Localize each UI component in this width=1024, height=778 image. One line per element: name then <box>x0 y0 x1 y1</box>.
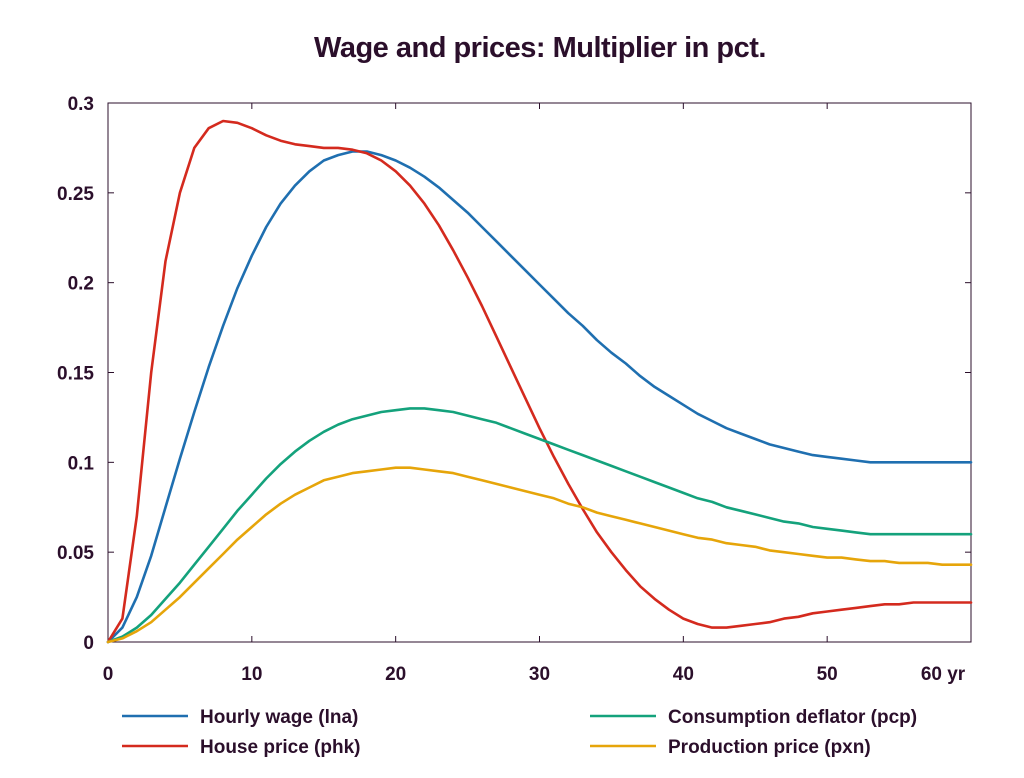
y-tick-label: 0.1 <box>68 453 95 474</box>
x-tick-label: 10 <box>241 664 262 685</box>
series-line-1 <box>106 119 973 644</box>
y-tick-label: 0.3 <box>68 94 94 115</box>
x-tick-label: 20 <box>385 664 406 685</box>
x-tick-label: 40 <box>673 664 694 685</box>
x-axis-tick-labels: 0 10 20 30 40 50 60 yr <box>103 664 966 685</box>
series-line-2 <box>106 407 973 644</box>
y-tick-label: 0.25 <box>57 184 94 205</box>
legend-label-1: House price (phk) <box>200 737 360 758</box>
legend-label-0: Hourly wage (lna) <box>200 707 358 728</box>
axis-ticks <box>107 102 972 643</box>
y-tick-label: 0.15 <box>57 364 94 385</box>
y-tick-label: 0 <box>83 633 94 654</box>
series-line-3 <box>106 466 973 644</box>
chart-title: Wage and prices: Multiplier in pct. <box>314 32 766 64</box>
series-line-0 <box>106 150 973 644</box>
y-tick-label: 0.2 <box>68 274 94 295</box>
series-lines <box>106 119 973 644</box>
legend-label-3: Production price (pxn) <box>668 737 871 758</box>
plot-frame <box>107 102 972 643</box>
y-tick-label: 0.05 <box>57 543 94 564</box>
legend: Hourly wage (lna) House price (phk) Consum… <box>122 707 917 758</box>
x-tick-label: 60 yr <box>921 664 966 685</box>
legend-label-2: Consumption deflator (pcp) <box>668 707 917 728</box>
x-tick-label: 50 <box>817 664 838 685</box>
x-tick-label: 0 <box>103 664 114 685</box>
x-tick-label: 30 <box>529 664 550 685</box>
y-axis-tick-labels: 0 0.05 0.1 0.15 0.2 0.25 0.3 <box>57 94 94 654</box>
